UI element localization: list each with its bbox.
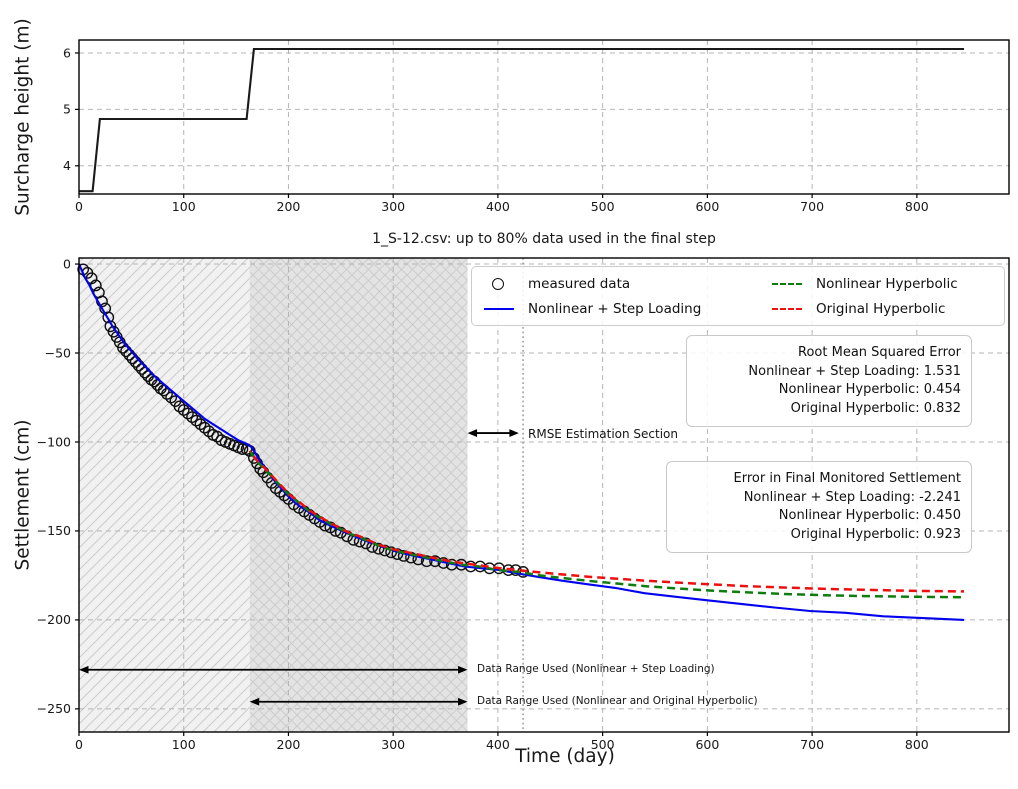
- svg-text:100: 100: [172, 737, 196, 752]
- rmse-section-label: RMSE Estimation Section: [528, 427, 679, 441]
- legend-column-2: Nonlinear Hyperbolic Original Hyperbolic: [760, 267, 1004, 325]
- svg-text:100: 100: [172, 199, 196, 214]
- svg-text:700: 700: [800, 199, 824, 214]
- svg-text:800: 800: [905, 199, 929, 214]
- svg-text:5: 5: [63, 102, 71, 117]
- svg-text:0: 0: [75, 199, 83, 214]
- svg-text:500: 500: [591, 737, 615, 752]
- legend: measured data Nonlinear + Step Loading N…: [471, 266, 1005, 326]
- original-hyperbolic-line: [248, 450, 965, 593]
- svg-text:700: 700: [800, 737, 824, 752]
- final-settlement-error-box: Error in Final Monitored Settlement Nonl…: [666, 461, 972, 553]
- data-range-hyperbolic-arrow: [249, 697, 468, 706]
- legend-label: Nonlinear Hyperbolic: [815, 275, 958, 292]
- legend-item-original-hyperbolic: Original Hyperbolic: [760, 298, 1004, 319]
- svg-text:300: 300: [381, 737, 405, 752]
- rmse-box-title: Root Mean Squared Error: [798, 345, 961, 360]
- svg-text:600: 600: [695, 199, 719, 214]
- nonlinear-hyperbolic-dash-icon: [771, 282, 802, 285]
- rmse-estimation-section-arrow: [467, 429, 519, 437]
- rmse-annotation-box: Root Mean Squared Error Nonlinear + Step…: [686, 335, 972, 427]
- legend-item-measured-data: measured data: [472, 273, 760, 294]
- svg-text:−50: −50: [45, 345, 71, 360]
- rmse-step-loading-value: Nonlinear + Step Loading: 1.531: [748, 363, 961, 379]
- legend-item-step-loading: Nonlinear + Step Loading: [472, 298, 760, 319]
- tick-labels: 0 100 200 300 400 500 600 700 800 0 −50 −100 −150 −20…: [37, 256, 929, 752]
- chart-title: 1_S-12.csv: up to 80% data used in the f…: [372, 231, 716, 247]
- svg-text:400: 400: [486, 737, 510, 752]
- axes-frame: [78, 39, 1010, 195]
- data-range-hyperbolic-label: Data Range Used (Nonlinear and Original …: [477, 695, 758, 707]
- tick-labels: 0 100 200 300 400 500 600 700 800 4 5 6: [63, 45, 929, 214]
- grid: [78, 40, 1009, 194]
- svg-text:400: 400: [486, 199, 510, 214]
- hyperbolic-data-range-region: [249, 258, 468, 732]
- error-step-loading-value: Nonlinear + Step Loading: -2.241: [743, 489, 961, 505]
- data-range-step-loading-label: Data Range Used (Nonlinear + Step Loadin…: [477, 663, 715, 675]
- svg-text:0: 0: [75, 737, 83, 752]
- axes-frame: [78, 257, 1010, 733]
- surcharge-axes: 0 100 200 300 400 500 600 700 800 4 5 6: [63, 39, 1010, 214]
- legend-label: measured data: [528, 275, 631, 292]
- settlement-axes: 0 100 200 300 400 500 600 700 800 0 −50 −100 −150 −20…: [37, 256, 1010, 752]
- svg-text:500: 500: [591, 199, 615, 214]
- rmse-nonlinear-hyperbolic-value: Nonlinear Hyperbolic: 0.454: [778, 382, 961, 397]
- error-original-hyperbolic-value: Original Hyperbolic: 0.923: [790, 526, 961, 542]
- svg-text:0: 0: [63, 256, 71, 271]
- data-range-step-loading-arrow: [79, 665, 468, 674]
- svg-text:800: 800: [905, 737, 929, 752]
- svg-text:−100: −100: [37, 434, 71, 449]
- legend-column-1: measured data Nonlinear + Step Loading: [472, 267, 760, 325]
- svg-text:600: 600: [695, 737, 719, 752]
- svg-text:200: 200: [277, 737, 301, 752]
- error-nonlinear-hyperbolic-value: Nonlinear Hyperbolic: 0.450: [778, 508, 961, 523]
- rmse-original-hyperbolic-value: Original Hyperbolic: 0.832: [790, 400, 961, 416]
- svg-text:−200: −200: [37, 612, 71, 627]
- svg-text:−250: −250: [37, 701, 71, 716]
- settlement-y-axis-label: Settlement (cm): [12, 419, 34, 571]
- svg-text:−150: −150: [37, 523, 71, 538]
- legend-label: Original Hyperbolic: [815, 300, 946, 317]
- svg-text:200: 200: [277, 199, 301, 214]
- measured-data-marker-icon: [492, 277, 504, 290]
- svg-text:4: 4: [63, 158, 71, 173]
- surcharge-y-axis-label: Surcharge height (m): [12, 18, 34, 216]
- legend-item-nonlinear-hyperbolic: Nonlinear Hyperbolic: [760, 273, 1004, 294]
- legend-label: Nonlinear + Step Loading: [528, 300, 702, 317]
- step-loading-data-range-region: [79, 258, 250, 732]
- x-axis-label: Time (day): [515, 746, 615, 767]
- svg-text:6: 6: [63, 45, 71, 60]
- original-hyperbolic-dash-icon: [771, 307, 802, 310]
- nonlinear-step-loading-line: [78, 263, 965, 621]
- step-loading-line-icon: [484, 307, 514, 310]
- surcharge-height-line: [79, 47, 964, 193]
- svg-text:300: 300: [381, 199, 405, 214]
- error-box-title: Error in Final Monitored Settlement: [733, 471, 961, 486]
